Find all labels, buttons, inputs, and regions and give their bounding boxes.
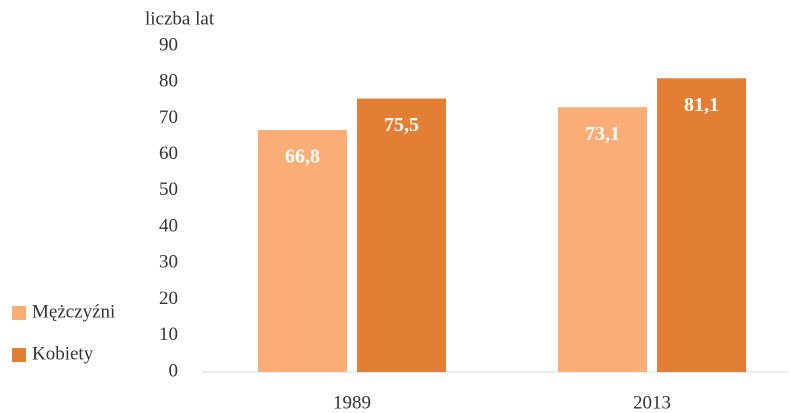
y-tick-label: 20 xyxy=(159,288,178,309)
x-tick-label: 1989 xyxy=(333,392,371,413)
y-tick-label: 10 xyxy=(159,324,178,345)
legend-label: Kobiety xyxy=(32,343,94,364)
value-label: 66,8 xyxy=(285,146,320,168)
y-tick-label: 50 xyxy=(159,179,178,200)
value-label: 75,5 xyxy=(384,114,419,136)
value-label: 81,1 xyxy=(684,94,719,116)
legend-swatch xyxy=(12,348,26,362)
legend-label: Mężczyźni xyxy=(32,301,115,322)
y-tick-label: 40 xyxy=(159,215,178,236)
y-axis-label: liczba lat xyxy=(145,8,215,29)
y-tick-label: 90 xyxy=(159,34,178,55)
bar xyxy=(258,130,347,372)
legend-swatch xyxy=(12,306,26,320)
y-tick-label: 70 xyxy=(159,107,178,128)
y-tick-label: 30 xyxy=(159,252,178,273)
y-tick-label: 0 xyxy=(169,360,179,381)
x-tick-label: 2013 xyxy=(633,392,671,413)
bar xyxy=(657,78,746,372)
bar xyxy=(357,98,446,373)
y-tick-label: 60 xyxy=(159,143,178,164)
bar xyxy=(558,107,647,373)
value-label: 73,1 xyxy=(585,123,620,145)
y-tick-label: 80 xyxy=(159,71,178,92)
